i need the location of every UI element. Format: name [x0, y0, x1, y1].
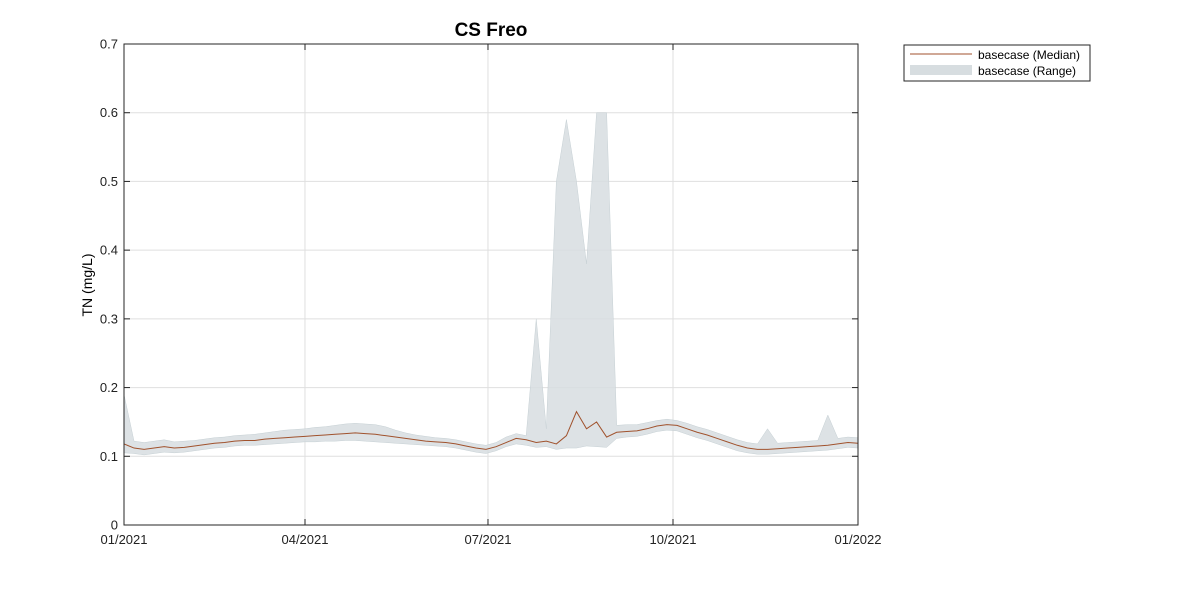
legend-range-label: basecase (Range) [978, 64, 1076, 78]
x-tick-label: 07/2021 [464, 532, 511, 547]
median-line-layer [123, 410, 859, 450]
y-tick-label: 0.4 [100, 243, 118, 258]
x-tick-labels: 01/2021 04/2021 07/2021 10/2021 01/2022 [101, 532, 882, 547]
y-tick-labels: 0 0.1 0.2 0.3 0.4 0.5 0.6 0.7 [100, 37, 118, 533]
y-tick-label: 0 [111, 518, 118, 533]
y-tick-label: 0.7 [100, 37, 118, 52]
x-tick-label: 01/2022 [835, 532, 882, 547]
y-tick-label: 0.6 [100, 105, 118, 120]
y-axis-label: TN (mg/L) [79, 254, 95, 317]
tick-marks [123, 43, 859, 526]
y-tick-label: 0.5 [100, 174, 118, 189]
y-tick-label: 0.3 [100, 311, 118, 326]
legend-range-swatch [910, 65, 972, 75]
y-tick-label: 0.2 [100, 380, 118, 395]
x-tick-label: 10/2021 [649, 532, 696, 547]
plot-frame [123, 43, 859, 526]
x-tick-label: 01/2021 [101, 532, 148, 547]
legend-median-label: basecase (Median) [978, 48, 1080, 62]
y-tick-label: 0.1 [100, 449, 118, 464]
median-line [123, 410, 859, 450]
chart-title: CS Freo [455, 20, 528, 41]
legend: basecase (Median) basecase (Range) [903, 44, 1091, 82]
x-tick-label: 04/2021 [281, 532, 328, 547]
